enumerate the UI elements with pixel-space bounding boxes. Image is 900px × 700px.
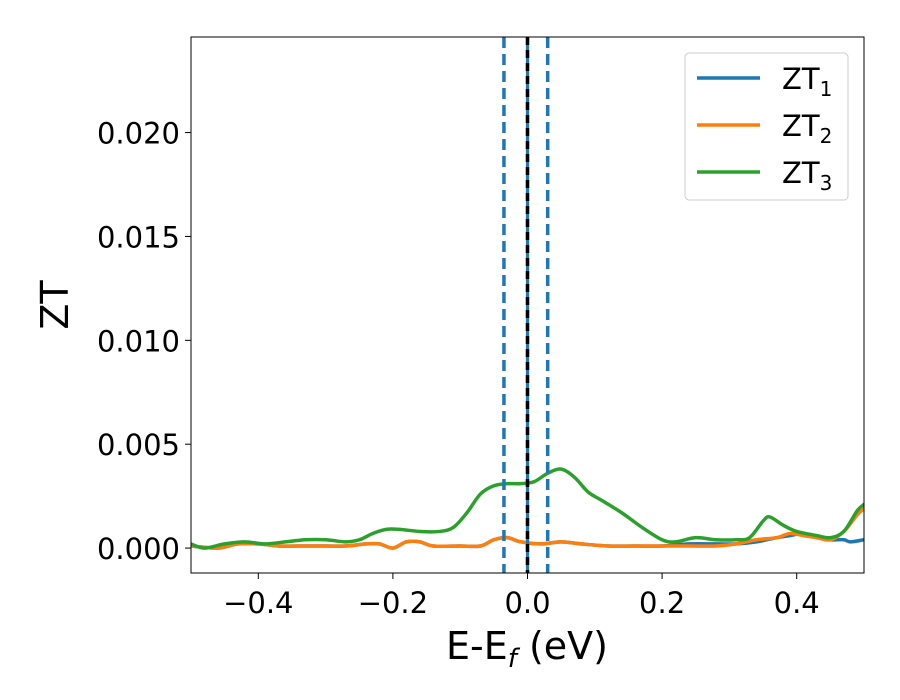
x-tick-label: −0.4 <box>223 586 293 620</box>
legend-label-zt2: ZT2 <box>782 109 832 148</box>
y-tick-label: 0.000 <box>97 532 180 566</box>
series-line-zt3 <box>191 467 864 550</box>
legend: ZT1 ZT2 ZT3 <box>684 52 849 201</box>
x-tick-label: 0.4 <box>774 586 820 620</box>
y-axis-label: ZT <box>33 280 77 330</box>
legend-label-zt3: ZT3 <box>782 156 832 195</box>
series-line-zt2 <box>191 506 864 550</box>
y-tick-label: 0.015 <box>97 220 180 254</box>
x-axis-label-main: E-E <box>446 624 508 668</box>
x-axis-ticks: −0.4 −0.2 0.0 0.2 0.4 <box>223 573 820 620</box>
x-tick-label: 0.2 <box>639 586 685 620</box>
plot-lines <box>191 467 864 550</box>
reference-lines <box>502 37 550 573</box>
y-axis-ticks: 0.000 0.005 0.010 0.015 0.020 <box>97 117 191 566</box>
x-tick-label: 0.0 <box>504 586 550 620</box>
x-axis-label: E-Ef (eV) <box>446 624 608 674</box>
legend-entries: ZT1 ZT2 ZT3 <box>697 62 832 195</box>
x-axis-label-unit: (eV) <box>517 624 608 668</box>
x-tick-label: −0.2 <box>358 586 428 620</box>
y-tick-label: 0.005 <box>97 428 180 462</box>
y-tick-label: 0.020 <box>97 117 180 151</box>
legend-label-zt1: ZT1 <box>782 62 832 101</box>
y-tick-label: 0.010 <box>97 324 180 358</box>
legend-frame <box>684 52 849 201</box>
